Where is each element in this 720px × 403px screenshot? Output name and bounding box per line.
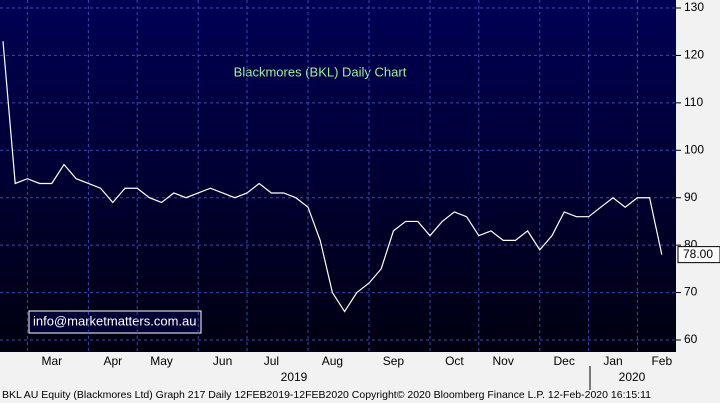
last-price-box <box>677 246 720 264</box>
plot-area <box>0 0 676 352</box>
x-tick-label: May <box>150 354 173 368</box>
x-tick-label: Nov <box>493 354 514 368</box>
y-tick-label: 60 <box>684 332 698 346</box>
y-tick-label: 100 <box>684 142 704 156</box>
x-tick-label: Mar <box>41 354 62 368</box>
x-tick-label: Oct <box>445 354 464 368</box>
price-line <box>2 41 663 313</box>
x-axis-area <box>0 352 720 403</box>
x-tick-label: Jul <box>264 354 279 368</box>
chart-title: Blackmores (BKL) Daily Chart <box>234 64 407 79</box>
x-tick-label: Apr <box>103 354 122 368</box>
y-tick-label: 110 <box>684 95 703 109</box>
last-price-label: 78.00 <box>683 247 713 261</box>
footer: BKL AU Equity (Blackmores Ltd) Graph 217… <box>2 389 651 401</box>
watermark-box <box>28 310 202 334</box>
y-tick-label: 90 <box>684 190 698 204</box>
x-tick-label: Feb <box>651 354 672 368</box>
x-tick-label: Jan <box>603 354 622 368</box>
watermark: info@marketmatters.com.au <box>33 313 196 328</box>
year-label: 2019 <box>281 370 308 384</box>
x-tick-label: Dec <box>554 354 575 368</box>
x-tick-label: Jun <box>213 354 232 368</box>
y-tick-label: 70 <box>684 285 698 299</box>
x-tick-label: Aug <box>322 354 343 368</box>
year-label: 2020 <box>619 370 646 384</box>
y-tick-label: 120 <box>684 48 704 62</box>
y-tick-label: 130 <box>684 0 704 14</box>
y-axis-area <box>676 0 720 352</box>
x-tick-label: Sep <box>383 354 405 368</box>
